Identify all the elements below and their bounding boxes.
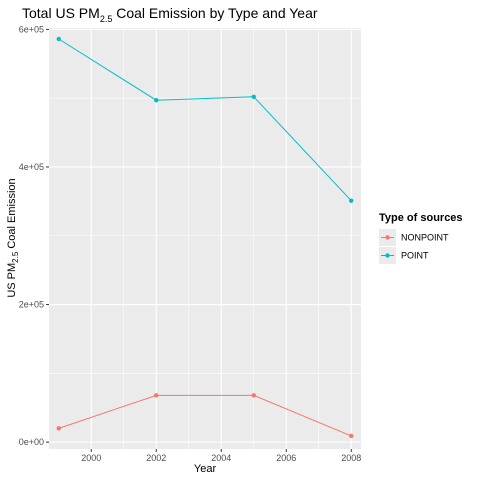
legend-key-nonpoint bbox=[379, 229, 396, 246]
data-point-point bbox=[154, 98, 159, 103]
y-tick-label: 2e+05 bbox=[19, 300, 44, 310]
x-axis: 2000 2002 2004 2006 2008 bbox=[81, 449, 361, 463]
data-point-nonpoint bbox=[349, 433, 354, 439]
legend-title: Type of sources bbox=[379, 212, 463, 224]
x-tick-label: 2006 bbox=[276, 453, 296, 463]
y-axis-label: US PM2.5 Coal Emission bbox=[6, 178, 20, 297]
data-point-point bbox=[251, 94, 256, 99]
legend-key-point bbox=[385, 235, 390, 240]
legend-label-nonpoint: NONPOINT bbox=[401, 233, 449, 243]
plot-panel bbox=[49, 28, 361, 449]
y-tick-label: 6e+05 bbox=[19, 24, 44, 34]
series-line-point bbox=[58, 38, 352, 202]
grid-major bbox=[49, 28, 361, 449]
x-tick-label: 2008 bbox=[341, 453, 361, 463]
x-tick-label: 2002 bbox=[146, 453, 166, 463]
y-axis: 0e+00 2e+05 4e+05 6e+05 bbox=[19, 24, 49, 447]
x-tick-label: 2004 bbox=[211, 453, 231, 463]
y-tick-label: 0e+00 bbox=[19, 437, 44, 447]
data-point-point bbox=[56, 36, 61, 42]
legend: Type of sources NONPOINT POINT bbox=[379, 212, 463, 264]
y-tick-label: 4e+05 bbox=[19, 162, 44, 172]
x-axis-label: Year bbox=[194, 463, 217, 475]
data-point-nonpoint bbox=[251, 393, 256, 398]
chart-title: Total US PM2.5 Coal Emission by Type and… bbox=[22, 5, 318, 24]
data-point-nonpoint bbox=[154, 393, 159, 398]
legend-key-point bbox=[379, 247, 396, 264]
series-layer bbox=[56, 36, 354, 439]
x-tick-label: 2000 bbox=[81, 453, 101, 463]
legend-key-point bbox=[385, 253, 390, 258]
data-point-nonpoint bbox=[56, 426, 61, 431]
data-point-point bbox=[349, 198, 354, 203]
series-line-nonpoint bbox=[58, 394, 352, 437]
legend-items: NONPOINT POINT bbox=[379, 229, 449, 264]
legend-label-point: POINT bbox=[401, 251, 429, 261]
